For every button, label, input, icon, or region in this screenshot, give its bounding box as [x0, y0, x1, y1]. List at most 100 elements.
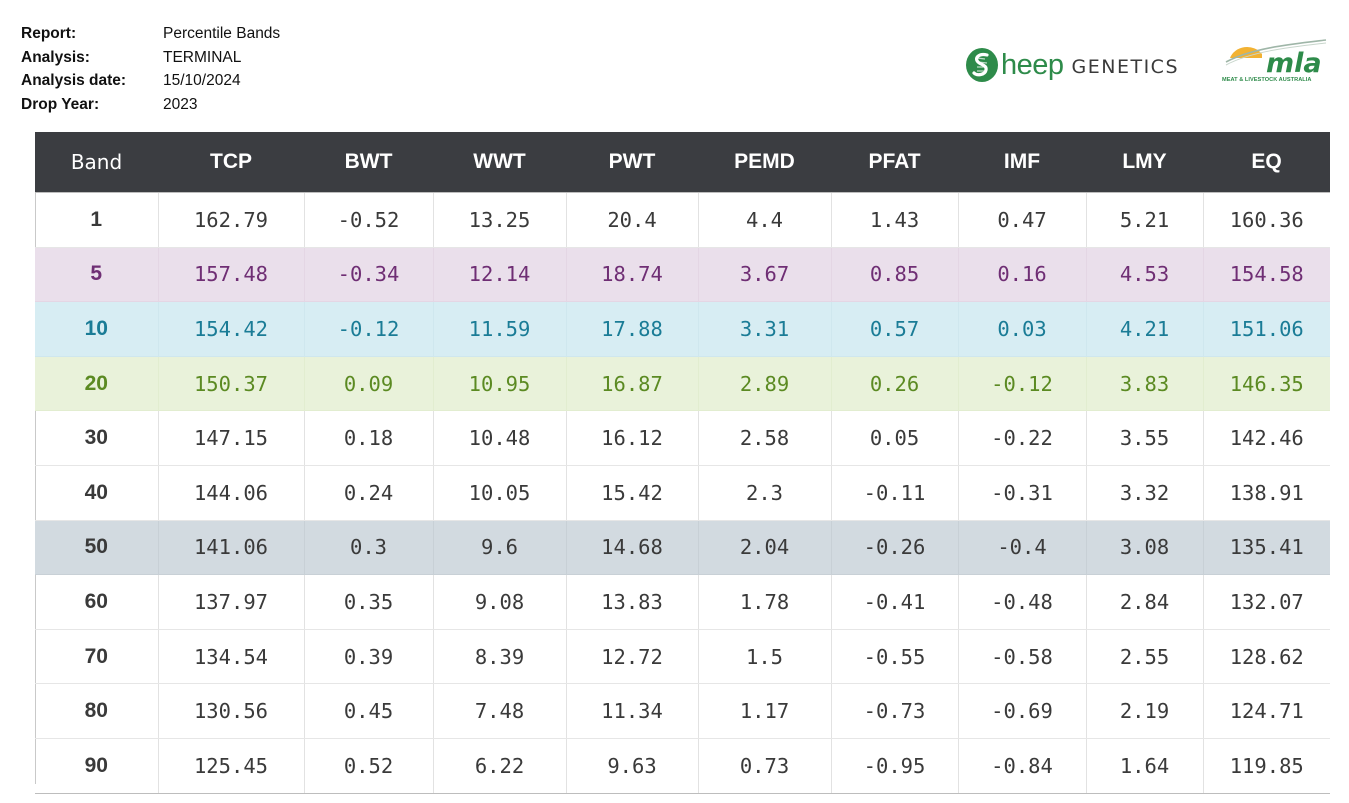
band-cell: 40 — [35, 465, 158, 521]
value-cell-bwt: -0.34 — [303, 247, 433, 303]
value-cell-pwt: 16.12 — [565, 410, 698, 466]
value-cell-pemd: 3.67 — [697, 247, 831, 303]
column-header-wwt: WWT — [433, 132, 566, 193]
band-cell: 80 — [35, 683, 158, 739]
value-cell-tcp: 147.15 — [157, 410, 304, 466]
value-cell-lmy: 2.55 — [1085, 629, 1203, 685]
value-cell-imf: -0.22 — [957, 410, 1086, 466]
value-cell-pfat: -0.55 — [830, 629, 958, 685]
table-row-band-80: 80 130.56 0.45 7.48 11.34 1.17 -0.73 -0.69 2.19 1… — [35, 683, 1330, 739]
column-header-imf: IMF — [958, 132, 1086, 193]
value-cell-lmy: 4.21 — [1085, 301, 1203, 357]
table-row-band-20: 20 150.37 0.09 10.95 16.87 2.89 0.26 -0.12 3.83 1… — [35, 356, 1330, 412]
value-cell-pemd: 2.58 — [697, 410, 831, 466]
band-cell: 1 — [35, 192, 158, 248]
table-row-band-5: 5 157.48 -0.34 12.14 18.74 3.67 0.85 0.16 4.53 15… — [35, 247, 1330, 303]
value-cell-pwt: 15.42 — [565, 465, 698, 521]
column-header-eq: EQ — [1203, 132, 1330, 193]
mla-tagline: MEAT & LIVESTOCK AUSTRALIA — [1222, 77, 1312, 83]
value-cell-pfat: 1.43 — [830, 192, 958, 248]
value-cell-tcp: 162.79 — [157, 192, 304, 248]
percentile-bands-table: Band TCP BWT WWT PWT PEMD PFAT IMF LMY EQ 1 162.79… — [35, 132, 1330, 794]
value-cell-bwt: 0.09 — [303, 356, 433, 412]
column-header-tcp: TCP — [158, 132, 304, 193]
value-cell-pfat: -0.26 — [830, 520, 958, 576]
value-cell-pwt: 12.72 — [565, 629, 698, 685]
value-cell-eq: 138.91 — [1202, 465, 1330, 521]
band-cell: 90 — [35, 738, 158, 794]
value-cell-pemd: 1.5 — [697, 629, 831, 685]
value-cell-tcp: 141.06 — [157, 520, 304, 576]
value-cell-tcp: 150.37 — [157, 356, 304, 412]
band-cell: 5 — [35, 247, 158, 303]
value-cell-imf: 0.03 — [957, 301, 1086, 357]
column-header-bwt: BWT — [304, 132, 433, 193]
value-cell-bwt: 0.45 — [303, 683, 433, 739]
value-cell-eq: 154.58 — [1202, 247, 1330, 303]
value-cell-bwt: 0.35 — [303, 574, 433, 630]
value-cell-imf: 0.47 — [957, 192, 1086, 248]
value-cell-pfat: 0.26 — [830, 356, 958, 412]
value-cell-pemd: 4.4 — [697, 192, 831, 248]
value-cell-lmy: 3.08 — [1085, 520, 1203, 576]
value-cell-imf: -0.12 — [957, 356, 1086, 412]
value-cell-pemd: 2.04 — [697, 520, 831, 576]
value-cell-eq: 132.07 — [1202, 574, 1330, 630]
sheep-genetics-wordmark-genetics: GENETICS — [1071, 55, 1179, 78]
table-row-band-10: 10 154.42 -0.12 11.59 17.88 3.31 0.57 0.03 4.21 1… — [35, 301, 1330, 357]
value-cell-imf: -0.48 — [957, 574, 1086, 630]
drop-year-value: 2023 — [163, 95, 198, 113]
value-cell-pwt: 18.74 — [565, 247, 698, 303]
value-cell-bwt: 0.52 — [303, 738, 433, 794]
column-header-lmy: LMY — [1086, 132, 1203, 193]
value-cell-bwt: 0.3 — [303, 520, 433, 576]
value-cell-pfat: 0.05 — [830, 410, 958, 466]
value-cell-tcp: 134.54 — [157, 629, 304, 685]
mla-sun-arc-icon: mla — [1225, 39, 1327, 79]
report-label: Report: — [21, 25, 77, 42]
value-cell-imf: -0.84 — [957, 738, 1086, 794]
report-value: Percentile Bands — [163, 25, 281, 42]
value-cell-eq: 119.85 — [1202, 738, 1330, 794]
value-cell-pwt: 9.63 — [565, 738, 698, 794]
value-cell-eq: 128.62 — [1202, 629, 1330, 685]
value-cell-lmy: 2.19 — [1085, 683, 1203, 739]
column-header-pemd: PEMD — [698, 132, 831, 193]
value-cell-pwt: 16.87 — [565, 356, 698, 412]
mla-wordmark: mla — [1266, 48, 1322, 78]
band-cell: 30 — [35, 410, 158, 466]
meta-row-analysis: Analysis: TERMINAL — [21, 46, 280, 70]
value-cell-pemd: 3.31 — [697, 301, 831, 357]
value-cell-lmy: 3.32 — [1085, 465, 1203, 521]
value-cell-wwt: 13.25 — [432, 192, 566, 248]
band-cell: 50 — [35, 520, 158, 576]
value-cell-imf: -0.58 — [957, 629, 1086, 685]
value-cell-bwt: -0.52 — [303, 192, 433, 248]
value-cell-bwt: 0.39 — [303, 629, 433, 685]
value-cell-pfat: -0.11 — [830, 465, 958, 521]
value-cell-pemd: 1.78 — [697, 574, 831, 630]
value-cell-tcp: 144.06 — [157, 465, 304, 521]
value-cell-lmy: 5.21 — [1085, 192, 1203, 248]
column-header-pwt: PWT — [566, 132, 698, 193]
value-cell-wwt: 10.95 — [432, 356, 566, 412]
table-header: Band TCP BWT WWT PWT PEMD PFAT IMF LMY EQ — [35, 132, 1330, 193]
value-cell-eq: 124.71 — [1202, 683, 1330, 739]
value-cell-eq: 142.46 — [1202, 410, 1330, 466]
value-cell-imf: -0.69 — [957, 683, 1086, 739]
value-cell-bwt: 0.24 — [303, 465, 433, 521]
value-cell-lmy: 3.83 — [1085, 356, 1203, 412]
value-cell-tcp: 137.97 — [157, 574, 304, 630]
value-cell-pwt: 14.68 — [565, 520, 698, 576]
value-cell-tcp: 130.56 — [157, 683, 304, 739]
value-cell-wwt: 9.08 — [432, 574, 566, 630]
value-cell-tcp: 157.48 — [157, 247, 304, 303]
value-cell-imf: -0.4 — [957, 520, 1086, 576]
table-row-band-1: 1 162.79 -0.52 13.25 20.4 4.4 1.43 0.47 5.21 160.… — [35, 192, 1330, 248]
value-cell-pwt: 13.83 — [565, 574, 698, 630]
value-cell-wwt: 7.48 — [432, 683, 566, 739]
meta-row-analysis-date: Analysis date: 15/10/2024 — [21, 69, 280, 93]
value-cell-lmy: 4.53 — [1085, 247, 1203, 303]
value-cell-imf: -0.31 — [957, 465, 1086, 521]
value-cell-wwt: 6.22 — [432, 738, 566, 794]
